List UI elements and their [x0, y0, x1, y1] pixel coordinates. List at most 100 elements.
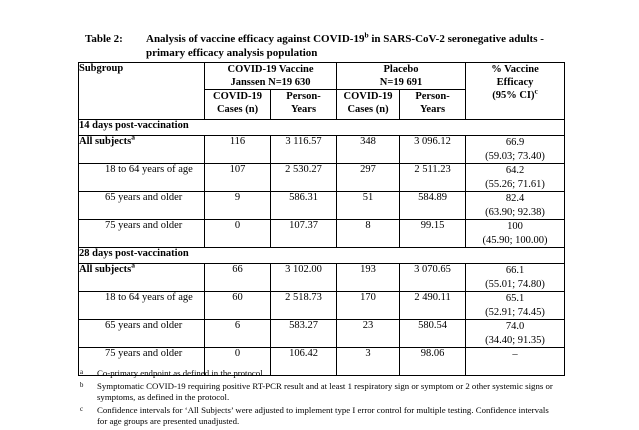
- vaccine-cases-cell: 0: [204, 347, 271, 376]
- efficacy-ci: (34.40; 91.35): [485, 334, 545, 346]
- placebo-person-years-cell: 2 490.11: [399, 291, 467, 320]
- efficacy-ci: (63.90; 92.38): [485, 206, 545, 218]
- efficacy-value: 66.9: [505, 137, 525, 148]
- placebo-cases-cell: 23: [336, 319, 401, 348]
- header-row-groups: Subgroup COVID-19 Vaccine Janssen N=19 6…: [78, 62, 566, 120]
- efficacy-value: –: [512, 349, 518, 360]
- table-row: 65 years and older 9 586.31 51 584.89 82…: [78, 191, 566, 220]
- efficacy-ci: (45.90; 100.00): [482, 234, 548, 246]
- column-header-placebo-person-years: Person- Years: [399, 89, 467, 120]
- column-header-efficacy: % Vaccine Efficacy (95% CI)c: [465, 62, 566, 120]
- footnote-c: c Confidence intervals for ‘All Subjects…: [80, 405, 558, 428]
- efficacy-cell: 74.0 (34.40; 91.35): [465, 319, 566, 348]
- efficacy-cell: 65.1 (52.91; 74.45): [465, 291, 566, 320]
- efficacy-ci: (55.26; 71.61): [485, 178, 545, 190]
- placebo-cases-cell: 8: [336, 219, 401, 248]
- vaccine-cases-cell: 116: [204, 135, 271, 164]
- efficacy-header-text: % Vaccine Efficacy (95% CI): [491, 64, 539, 101]
- column-header-vaccine-cases: COVID-19 Cases (n): [204, 89, 271, 120]
- header-row-subcolumns: COVID-19 Cases (n) Person- Years COVID-1…: [79, 89, 565, 120]
- vaccine-person-years-cell: 2 518.73: [269, 291, 338, 320]
- placebo-person-years-cell: 3 070.65: [399, 263, 467, 292]
- vaccine-person-years-cell: 106.42: [269, 347, 338, 376]
- table-row: 65 years and older 6 583.27 23 580.54 74…: [78, 319, 566, 348]
- table-title-text: Analysis of vaccine efficacy against COV…: [146, 31, 550, 60]
- placebo-cases-cell: 348: [336, 135, 401, 164]
- vaccine-person-years-cell: 586.31: [269, 191, 338, 220]
- placebo-cases-cell: 170: [336, 291, 401, 320]
- placebo-person-years-cell: 3 096.12: [399, 135, 467, 164]
- footnote-text: Confidence intervals for ‘All Subjects’ …: [97, 404, 549, 427]
- vaccine-cases-cell: 60: [204, 291, 271, 320]
- footnote-marker: c: [80, 405, 84, 413]
- vaccine-person-years-cell: 2 530.27: [269, 163, 338, 192]
- table-title: Table 2: Analysis of vaccine efficacy ag…: [85, 31, 550, 60]
- table-row: All subjectsa 116 3 116.57 348 3 096.12 …: [78, 132, 566, 164]
- efficacy-value: 65.1: [505, 293, 525, 304]
- subgroup-cell: 75 years and older: [78, 219, 205, 248]
- column-header-subgroup: Subgroup: [78, 62, 205, 120]
- efficacy-cell: –: [465, 347, 566, 376]
- footnote-a: a Co-primary endpoint as defined in the …: [80, 368, 558, 380]
- subgroup-cell: All subjectsa: [78, 260, 205, 292]
- vaccine-cases-cell: 9: [204, 191, 271, 220]
- efficacy-header-superscript: c: [534, 86, 538, 96]
- section-label: 14 days post-vaccination: [77, 119, 566, 136]
- table-row: All subjectsa 66 3 102.00 193 3 070.65 6…: [78, 260, 566, 292]
- efficacy-ci: (59.03; 73.40): [485, 150, 545, 162]
- table-row: 75 years and older 0 106.42 3 98.06 –: [78, 347, 566, 376]
- placebo-person-years-cell: 99.15: [399, 219, 467, 248]
- subgroup-cell: 75 years and older: [78, 347, 205, 376]
- placebo-cases-cell: 297: [336, 163, 401, 192]
- table-title-part1: Analysis of vaccine efficacy against COV…: [146, 33, 365, 45]
- footnote-text: Co-primary endpoint as defined in the pr…: [97, 368, 265, 378]
- section-label: 28 days post-vaccination: [77, 247, 566, 264]
- column-group-vaccine: COVID-19 Vaccine Janssen N=19 630: [203, 62, 338, 90]
- footnote-marker: a: [80, 369, 84, 376]
- column-header-placebo-cases: COVID-19 Cases (n): [336, 89, 401, 120]
- table-row: 75 years and older 0 107.37 8 99.15 100 (…: [78, 219, 566, 248]
- subgroup-superscript: a: [131, 260, 135, 270]
- vaccine-cases-cell: 0: [204, 219, 271, 248]
- subgroup-cell: 65 years and older: [78, 319, 205, 348]
- efficacy-cell: 66.1 (55.01; 74.80): [465, 263, 566, 292]
- subgroup-cell: 18 to 64 years of age: [78, 163, 205, 192]
- vaccine-person-years-cell: 3 102.00: [269, 263, 338, 292]
- efficacy-ci: (52.91; 74.45): [485, 306, 545, 318]
- subgroup-cell: 65 years and older: [78, 191, 205, 220]
- footnote-text: Symptomatic COVID-19 requiring positive …: [97, 380, 553, 403]
- subgroup-cell: All subjectsa: [78, 132, 205, 164]
- efficacy-ci: (55.01; 74.80): [485, 278, 545, 290]
- efficacy-value: 74.0: [505, 321, 525, 332]
- placebo-cases-cell: 193: [336, 263, 401, 292]
- placebo-cases-cell: 51: [336, 191, 401, 220]
- subgroup-superscript: a: [131, 132, 135, 142]
- vaccine-efficacy-table: Subgroup COVID-19 Vaccine Janssen N=19 6…: [77, 62, 566, 376]
- efficacy-value: 82.4: [505, 193, 525, 204]
- subgroup-label: All subjects: [79, 264, 132, 275]
- efficacy-value: 64.2: [505, 165, 525, 176]
- footnotes: a Co-primary endpoint as defined in the …: [80, 368, 558, 429]
- section-row-28-days: 28 days post-vaccination: [77, 247, 566, 264]
- table-title-label: Table 2:: [85, 33, 123, 45]
- placebo-person-years-cell: 2 511.23: [399, 163, 467, 192]
- vaccine-person-years-cell: 3 116.57: [269, 135, 338, 164]
- efficacy-cell: 64.2 (55.26; 71.61): [465, 163, 566, 192]
- footnote-marker: b: [80, 381, 84, 389]
- efficacy-cell: 82.4 (63.90; 92.38): [465, 191, 566, 220]
- placebo-person-years-cell: 580.54: [399, 319, 467, 348]
- table-row: 18 to 64 years of age 107 2 530.27 297 2…: [78, 163, 566, 192]
- column-group-placebo: Placebo N=19 691: [336, 62, 467, 90]
- subgroup-label: All subjects: [79, 136, 132, 147]
- placebo-person-years-cell: 98.06: [399, 347, 467, 376]
- column-header-vaccine-person-years: Person- Years: [269, 89, 338, 120]
- vaccine-cases-cell: 6: [204, 319, 271, 348]
- efficacy-cell: 66.9 (59.03; 73.40): [465, 135, 566, 164]
- placebo-person-years-cell: 584.89: [399, 191, 467, 220]
- vaccine-person-years-cell: 583.27: [269, 319, 338, 348]
- efficacy-value: 100: [507, 221, 523, 232]
- subgroup-cell: 18 to 64 years of age: [78, 291, 205, 320]
- efficacy-cell: 100 (45.90; 100.00): [465, 219, 566, 248]
- footnote-b: b Symptomatic COVID-19 requiring positiv…: [80, 381, 558, 404]
